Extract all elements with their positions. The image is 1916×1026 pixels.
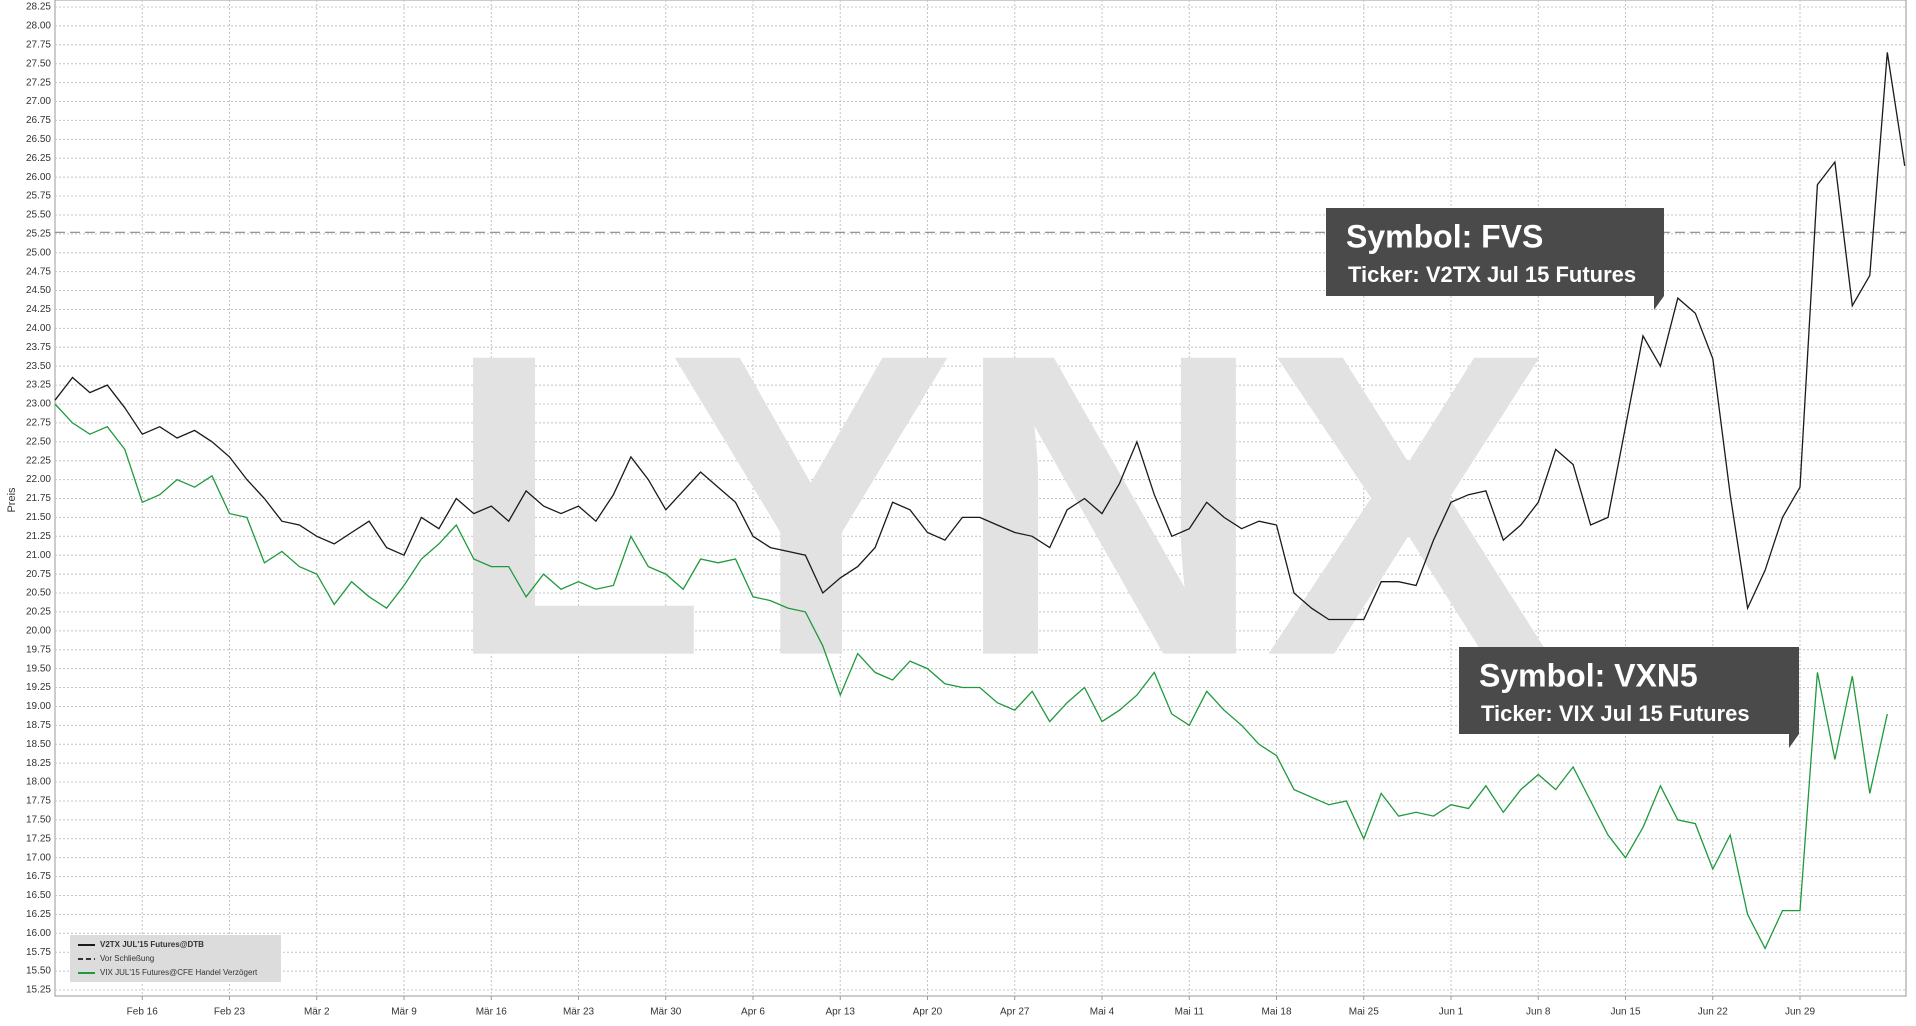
- y-tick-label: 18.50: [26, 739, 51, 750]
- y-tick-label: 28.00: [26, 21, 51, 32]
- series-line: [54, 52, 1906, 621]
- y-tick-label: 16.75: [26, 871, 51, 882]
- x-tick-label: Feb 16: [127, 1007, 159, 1018]
- y-tick-label: 18.00: [26, 777, 51, 788]
- x-tick-label: Feb 23: [214, 1007, 246, 1018]
- y-tick-label: 16.00: [26, 928, 51, 939]
- y-tick-label: 26.25: [26, 153, 51, 164]
- y-tick-label: 22.50: [26, 436, 51, 447]
- callout-title: Symbol: VXN5: [1479, 657, 1698, 693]
- y-tick-label: 26.50: [26, 134, 51, 145]
- y-tick-label: 21.75: [26, 493, 51, 504]
- x-tick-label: Apr 6: [741, 1007, 765, 1018]
- callout-text: Ticker: VIX Jul 15 Futures: [1481, 701, 1750, 726]
- y-tick-label: 23.75: [26, 342, 51, 353]
- y-tick-label: 18.25: [26, 758, 51, 769]
- y-tick-label: 19.25: [26, 682, 51, 693]
- y-tick-label: 17.00: [26, 852, 51, 863]
- legend-label: V2TX JUL'15 Futures@DTB: [100, 940, 204, 949]
- callout-box: [1326, 208, 1664, 310]
- y-tick-label: 20.50: [26, 588, 51, 599]
- x-tick-label: Apr 20: [913, 1007, 943, 1018]
- y-tick-label: 17.25: [26, 833, 51, 844]
- x-tick-label: Apr 13: [826, 1007, 856, 1018]
- y-tick-label: 21.00: [26, 550, 51, 561]
- x-tick-label: Mär 16: [476, 1007, 508, 1018]
- y-tick-label: 22.25: [26, 455, 51, 466]
- y-tick-label: 25.75: [26, 191, 51, 202]
- legend-label: VIX JUL'15 Futures@CFE Handel Verzögert: [100, 968, 258, 977]
- callout-box: [1459, 647, 1799, 748]
- x-tick-label: Jun 1: [1439, 1007, 1464, 1018]
- callout-text: Ticker: V2TX Jul 15 Futures: [1348, 262, 1636, 287]
- x-tick-label: Jun 22: [1698, 1007, 1728, 1018]
- y-tick-label: 17.75: [26, 796, 51, 807]
- y-tick-label: 22.75: [26, 418, 51, 429]
- x-tick-label: Apr 27: [1000, 1007, 1030, 1018]
- x-tick-label: Mär 2: [304, 1007, 330, 1018]
- y-tick-label: 23.00: [26, 399, 51, 410]
- y-tick-label: 20.75: [26, 569, 51, 580]
- legend: V2TX JUL'15 Futures@DTB Vor Schließung VIX…: [70, 935, 281, 982]
- y-tick-label: 24.00: [26, 323, 51, 334]
- y-tick-label: 19.00: [26, 701, 51, 712]
- y-tick-label: 26.75: [26, 115, 51, 126]
- y-tick-label: 16.25: [26, 909, 51, 920]
- y-tick-label: 15.50: [26, 966, 51, 977]
- y-tick-label: 15.75: [26, 947, 51, 958]
- y-tick-label: 16.50: [26, 890, 51, 901]
- y-axis-label: Preis: [6, 487, 18, 513]
- y-tick-label: 23.25: [26, 380, 51, 391]
- y-tick-label: 20.00: [26, 625, 51, 636]
- y-tick-label: 25.50: [26, 210, 51, 221]
- y-tick-label: 17.50: [26, 815, 51, 826]
- y-tick-label: 19.50: [26, 663, 51, 674]
- y-tick-label: 25.25: [26, 228, 51, 239]
- x-tick-label: Jun 29: [1785, 1007, 1815, 1018]
- x-tick-label: Mär 9: [391, 1007, 417, 1018]
- legend-label: Vor Schließung: [100, 954, 154, 963]
- y-tick-label: 21.50: [26, 512, 51, 523]
- callout-title: Symbol: FVS: [1346, 218, 1543, 254]
- y-tick-label: 23.50: [26, 361, 51, 372]
- y-tick-label: 24.50: [26, 285, 51, 296]
- x-tick-label: Jun 8: [1526, 1007, 1551, 1018]
- x-tick-label: Mai 18: [1261, 1007, 1291, 1018]
- y-tick-label: 19.75: [26, 644, 51, 655]
- x-tick-label: Mär 23: [563, 1007, 595, 1018]
- series-line: [54, 403, 1888, 950]
- x-tick-label: Mär 30: [650, 1007, 682, 1018]
- y-tick-label: 18.75: [26, 720, 51, 731]
- y-tick-label: 26.00: [26, 172, 51, 183]
- x-tick-label: Jun 15: [1610, 1007, 1640, 1018]
- y-tick-label: 20.25: [26, 607, 51, 618]
- callout: Symbol: VXN5 Ticker: VIX Jul 15 Futures: [1459, 647, 1799, 748]
- y-tick-label: 15.25: [26, 985, 51, 996]
- y-tick-label: 27.50: [26, 58, 51, 69]
- y-tick-label: 24.75: [26, 266, 51, 277]
- callout: Symbol: FVS Ticker: V2TX Jul 15 Futures: [1326, 208, 1664, 310]
- x-tick-label: Mai 11: [1175, 1007, 1205, 1018]
- y-tick-label: 24.25: [26, 304, 51, 315]
- y-tick-label: 27.25: [26, 77, 51, 88]
- watermark: LYNX: [444, 266, 1553, 746]
- y-tick-label: 21.25: [26, 531, 51, 542]
- x-tick-label: Mai 4: [1090, 1007, 1115, 1018]
- legend-box: [70, 935, 281, 982]
- y-tick-label: 27.75: [26, 39, 51, 50]
- y-tick-label: 25.00: [26, 247, 51, 258]
- y-tick-label: 27.00: [26, 96, 51, 107]
- y-tick-label: 22.00: [26, 474, 51, 485]
- x-tick-label: Mai 25: [1349, 1007, 1379, 1018]
- y-tick-label: 28.25: [26, 2, 51, 13]
